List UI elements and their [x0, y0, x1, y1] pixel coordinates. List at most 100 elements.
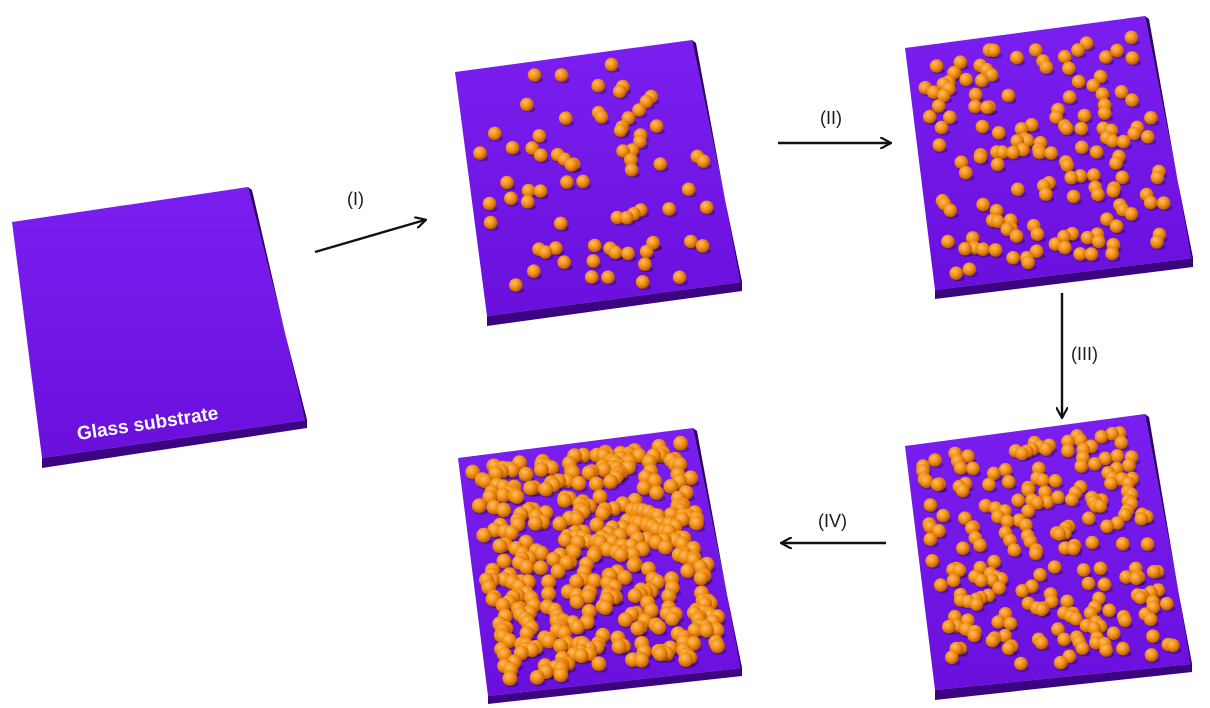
particle [919, 474, 934, 489]
particle [584, 270, 599, 284]
particle [632, 103, 646, 117]
particle [1093, 561, 1108, 576]
particle [613, 547, 629, 563]
particle [610, 210, 625, 225]
particle [990, 157, 1005, 172]
particle [942, 619, 956, 634]
particle [689, 515, 704, 531]
particle [959, 165, 973, 180]
particle [962, 262, 977, 277]
particle [1124, 207, 1139, 221]
particle [624, 163, 639, 177]
plate-stage-2 [905, 16, 1193, 299]
particle [1075, 140, 1089, 155]
arrow-step-1 [314, 220, 425, 254]
particle [1085, 535, 1099, 550]
particle [569, 511, 585, 527]
particle [581, 465, 597, 480]
particle [1150, 235, 1164, 249]
particle [651, 619, 667, 635]
particle [541, 574, 556, 589]
particle [550, 563, 566, 579]
particle [1077, 108, 1092, 123]
plate-front-edge [935, 664, 1192, 700]
particle [1003, 616, 1018, 631]
particle [580, 588, 596, 604]
particle [1010, 182, 1025, 197]
particle [527, 68, 542, 82]
particle [936, 508, 950, 523]
particle [492, 538, 508, 554]
particle [1122, 458, 1136, 473]
particle [696, 154, 711, 168]
particle [995, 145, 1010, 159]
particle [987, 554, 1001, 569]
particle [1084, 247, 1099, 261]
particle [1106, 626, 1121, 640]
particle [1100, 519, 1114, 534]
particle [1052, 527, 1066, 541]
particle [496, 553, 512, 569]
particle [1066, 189, 1081, 204]
particle [1033, 568, 1047, 582]
particle [928, 453, 942, 467]
plate-stage-1 [455, 40, 742, 326]
plate-front-edge [935, 258, 1193, 299]
particle [495, 487, 511, 503]
particle [949, 266, 963, 281]
particle [1035, 473, 1050, 488]
particle [1001, 641, 1016, 656]
particle [973, 538, 987, 552]
particle [1129, 571, 1143, 586]
particle [627, 588, 643, 604]
plate-stage-4 [458, 428, 742, 704]
particle [533, 184, 548, 198]
particle [1109, 219, 1124, 233]
particle [943, 110, 957, 124]
particle [1015, 446, 1029, 461]
particle [549, 241, 563, 255]
particle [538, 481, 554, 497]
particle [519, 559, 534, 575]
particle [476, 527, 492, 543]
particle [533, 462, 549, 477]
particle [955, 483, 970, 498]
particle [588, 476, 604, 492]
particle [1095, 87, 1110, 101]
particle-layer [473, 57, 716, 294]
particle [553, 638, 568, 654]
particle [952, 563, 967, 577]
particle [945, 650, 959, 665]
particle [520, 195, 535, 209]
particle [1053, 655, 1068, 670]
particle [483, 215, 498, 230]
particle [684, 234, 698, 249]
particle [1119, 570, 1133, 584]
particle [617, 570, 632, 585]
particle [546, 551, 561, 567]
particle [931, 99, 946, 113]
particle [1105, 246, 1119, 261]
particle [1001, 475, 1016, 489]
particle [661, 588, 677, 604]
particle [1009, 229, 1024, 243]
particle [620, 210, 634, 225]
particle [976, 197, 990, 212]
particle [1051, 490, 1065, 505]
particle [1086, 78, 1100, 93]
step-label-3: (III) [1071, 344, 1098, 364]
particle [959, 72, 973, 87]
particle [611, 639, 627, 655]
particle [591, 78, 605, 93]
particle [1143, 195, 1158, 210]
particle [991, 126, 1006, 140]
particle [653, 646, 668, 662]
particle [558, 111, 573, 125]
particle [1062, 61, 1076, 76]
particle [503, 525, 519, 541]
particle [998, 628, 1012, 643]
particle [1074, 121, 1089, 136]
particle [1140, 537, 1155, 551]
particle [533, 560, 549, 576]
